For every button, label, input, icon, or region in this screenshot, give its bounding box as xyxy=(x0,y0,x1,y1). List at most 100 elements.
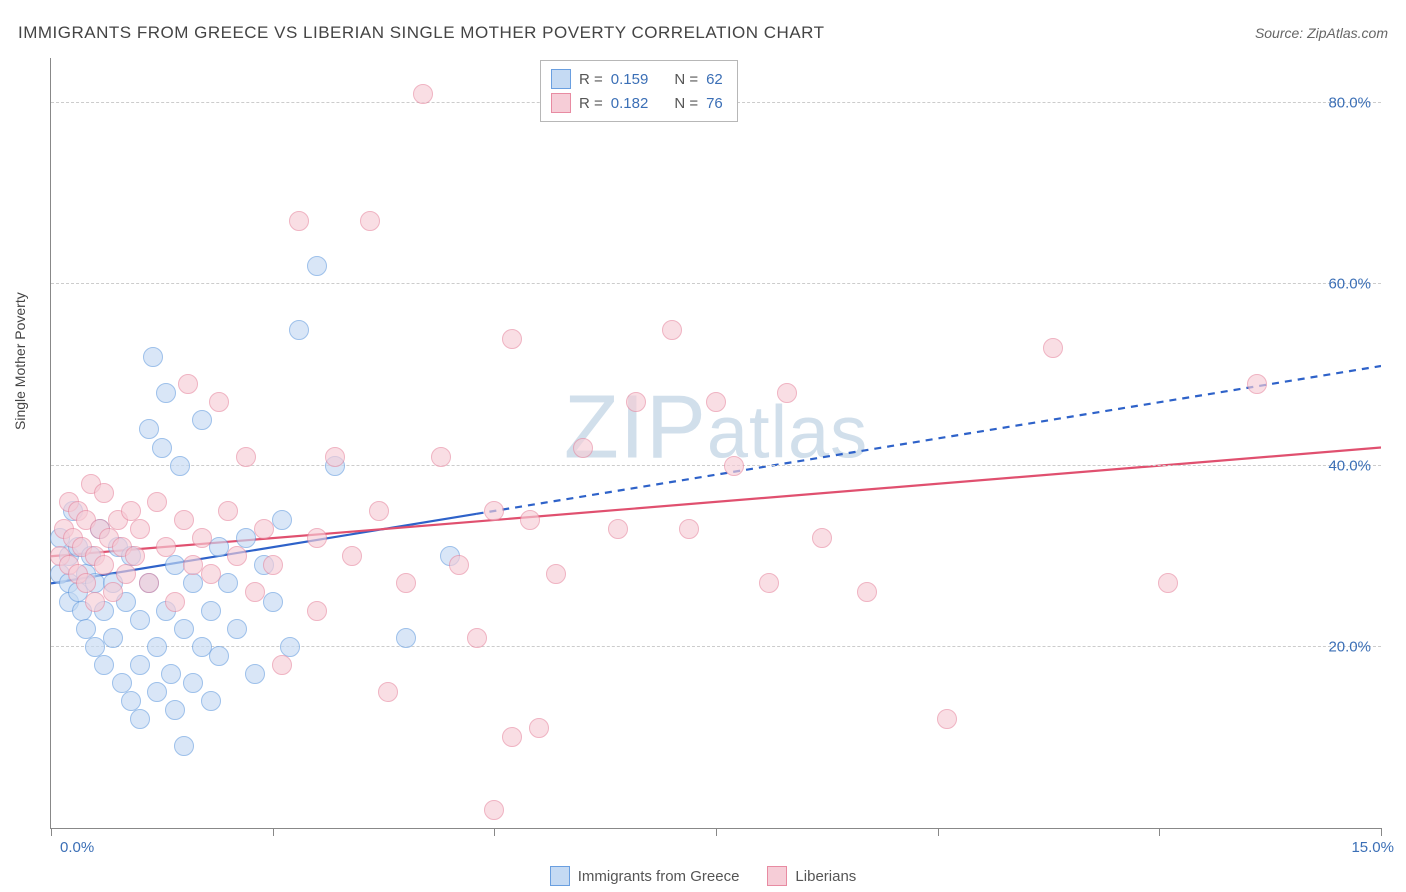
data-point xyxy=(147,637,167,657)
data-point xyxy=(662,320,682,340)
gridline xyxy=(51,283,1381,284)
legend-swatch xyxy=(767,866,787,886)
data-point xyxy=(130,709,150,729)
data-point xyxy=(174,619,194,639)
trend-lines-layer xyxy=(51,58,1381,828)
data-point xyxy=(94,655,114,675)
data-point xyxy=(143,347,163,367)
data-point xyxy=(130,610,150,630)
data-point xyxy=(272,655,292,675)
data-point xyxy=(112,673,132,693)
data-point xyxy=(76,619,96,639)
legend-top-row: R =0.182N =76 xyxy=(551,91,723,115)
data-point xyxy=(759,573,779,593)
data-point xyxy=(484,501,504,521)
data-point xyxy=(161,664,181,684)
data-point xyxy=(245,664,265,684)
n-label: N = xyxy=(674,71,698,88)
data-point xyxy=(777,383,797,403)
data-point xyxy=(130,519,150,539)
data-point xyxy=(116,564,136,584)
data-point xyxy=(139,573,159,593)
data-point xyxy=(201,601,221,621)
data-point xyxy=(573,438,593,458)
data-point xyxy=(236,447,256,467)
data-point xyxy=(174,510,194,530)
data-point xyxy=(307,601,327,621)
data-point xyxy=(76,573,96,593)
data-point xyxy=(192,410,212,430)
data-point xyxy=(254,519,274,539)
data-point xyxy=(369,501,389,521)
data-point xyxy=(724,456,744,476)
data-point xyxy=(1247,374,1267,394)
legend-swatch xyxy=(551,69,571,89)
data-point xyxy=(147,492,167,512)
data-point xyxy=(174,736,194,756)
data-point xyxy=(103,582,123,602)
y-tick-label: 60.0% xyxy=(1328,276,1371,293)
data-point xyxy=(245,582,265,602)
data-point xyxy=(307,528,327,548)
r-value: 0.159 xyxy=(611,71,649,88)
data-point xyxy=(937,709,957,729)
data-point xyxy=(156,383,176,403)
x-tick xyxy=(1381,828,1382,836)
data-point xyxy=(209,646,229,666)
data-point xyxy=(608,519,628,539)
gridline xyxy=(51,646,1381,647)
data-point xyxy=(201,691,221,711)
y-tick-label: 80.0% xyxy=(1328,95,1371,112)
data-point xyxy=(152,438,172,458)
x-tick xyxy=(273,828,274,836)
data-point xyxy=(325,447,345,467)
data-point xyxy=(263,592,283,612)
plot-area: ZIPatlas 20.0%40.0%60.0%80.0% xyxy=(50,58,1381,829)
y-tick-label: 40.0% xyxy=(1328,457,1371,474)
data-point xyxy=(546,564,566,584)
data-point xyxy=(449,555,469,575)
data-point xyxy=(396,573,416,593)
chart-title: IMMIGRANTS FROM GREECE VS LIBERIAN SINGL… xyxy=(18,23,825,43)
data-point xyxy=(201,564,221,584)
x-tick xyxy=(1159,828,1160,836)
data-point xyxy=(342,546,362,566)
data-point xyxy=(183,673,203,693)
series-label: Liberians xyxy=(795,868,856,885)
data-point xyxy=(139,419,159,439)
data-point xyxy=(227,546,247,566)
data-point xyxy=(679,519,699,539)
x-axis-min-label: 0.0% xyxy=(60,839,94,856)
data-point xyxy=(484,800,504,820)
data-point xyxy=(227,619,247,639)
x-tick xyxy=(938,828,939,836)
data-point xyxy=(147,682,167,702)
data-point xyxy=(121,501,141,521)
n-value: 62 xyxy=(706,71,723,88)
data-point xyxy=(263,555,283,575)
data-point xyxy=(502,727,522,747)
data-point xyxy=(360,211,380,231)
data-point xyxy=(156,537,176,557)
data-point xyxy=(378,682,398,702)
legend-bottom-item: Immigrants from Greece xyxy=(550,866,740,886)
data-point xyxy=(103,628,123,648)
x-tick xyxy=(51,828,52,836)
data-point xyxy=(125,546,145,566)
data-point xyxy=(94,483,114,503)
legend-top-row: R =0.159N =62 xyxy=(551,67,723,91)
data-point xyxy=(502,329,522,349)
data-point xyxy=(626,392,646,412)
legend-bottom-item: Liberians xyxy=(767,866,856,886)
data-point xyxy=(413,84,433,104)
x-tick xyxy=(716,828,717,836)
correlation-legend: R =0.159N =62R =0.182N =76 xyxy=(540,60,738,122)
data-point xyxy=(289,211,309,231)
data-point xyxy=(431,447,451,467)
series-legend: Immigrants from Greece Liberians xyxy=(0,866,1406,886)
source-attribution: Source: ZipAtlas.com xyxy=(1255,25,1388,41)
data-point xyxy=(272,510,292,530)
data-point xyxy=(178,374,198,394)
legend-swatch xyxy=(551,93,571,113)
data-point xyxy=(170,456,190,476)
